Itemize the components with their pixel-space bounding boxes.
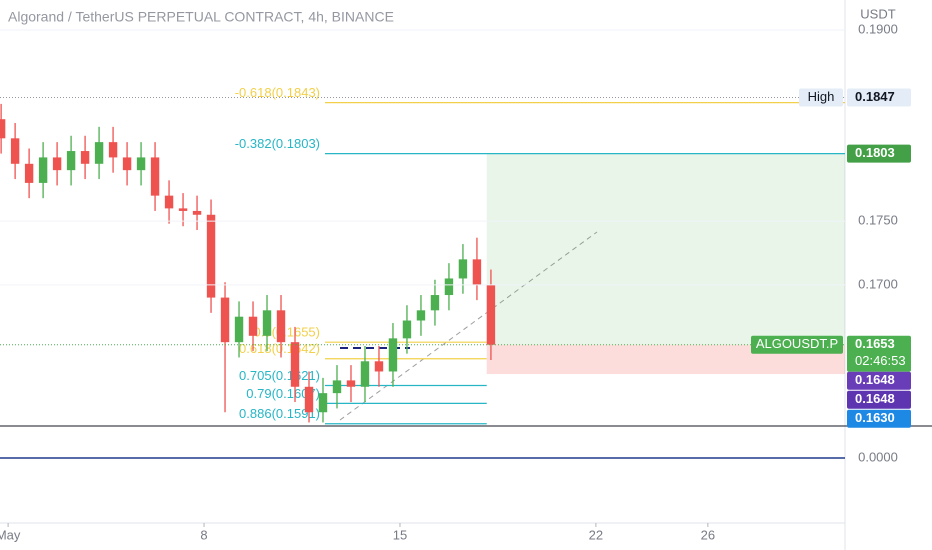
candle-body — [248, 316, 258, 336]
y-tick-label: 0.1900 — [858, 21, 898, 36]
tag-name-box — [799, 88, 843, 107]
candle-body — [234, 316, 244, 343]
fib-label: 0.886(0.1591) — [239, 406, 320, 421]
price-tag — [847, 335, 911, 372]
candle-body — [290, 342, 300, 387]
fib-label: 0.79(0.1607) — [246, 386, 320, 401]
tag-name: ALGOUSDT.P — [756, 336, 838, 351]
price-tag-label: 0.1648 — [855, 391, 895, 406]
oscillator-zero-label: 0.0000 — [858, 449, 898, 464]
candle-body — [220, 297, 230, 343]
candle-body — [458, 259, 468, 279]
candle-body — [38, 157, 48, 183]
candle-body — [430, 295, 440, 311]
candle-body — [276, 310, 286, 343]
candle-body — [0, 119, 6, 139]
countdown: 02:46:53 — [855, 353, 906, 368]
trend-line — [339, 231, 598, 421]
candle-body — [444, 278, 454, 296]
currency-label: USDT — [860, 6, 895, 21]
price-tag-label: 0.1653 — [855, 336, 895, 351]
x-tick-label: 15 — [393, 527, 407, 542]
price-tag — [847, 390, 911, 409]
candle-body — [150, 157, 160, 196]
candle-body — [52, 157, 62, 171]
price-tag-label: 0.1648 — [855, 372, 895, 387]
fib-label: -0.382(0.1803) — [235, 136, 320, 151]
candle-body — [24, 163, 34, 183]
position-tool — [486, 153, 845, 375]
candle-body — [388, 338, 398, 372]
candle-body — [318, 393, 328, 413]
candle-body — [472, 259, 482, 285]
price-tag — [847, 371, 911, 390]
candle-body — [206, 214, 216, 298]
price-tag — [847, 144, 911, 163]
y-tick-label: 0.1700 — [858, 276, 898, 291]
candle-body — [108, 142, 118, 158]
candle-body — [262, 310, 272, 336]
price-tags: 0.1847 High 0.1803 0.1653 02:46:53 ALGOUSDT.P… — [0, 88, 911, 428]
fib-label: 0.705(0.1621) — [239, 368, 320, 383]
fib-label: -0.618(0.1843) — [235, 85, 320, 100]
price-tag — [847, 409, 911, 428]
candle-body — [332, 380, 342, 394]
candle-body — [192, 210, 202, 215]
candle-body — [178, 208, 188, 211]
price-tag-label: 0.1630 — [855, 410, 895, 425]
price-tag-label: 0.1847 — [855, 89, 895, 104]
x-tick-label: 26 — [701, 527, 715, 542]
candle-body — [66, 151, 76, 171]
candle-body — [164, 195, 174, 209]
fib-label: 0.618(0.1642) — [239, 341, 320, 356]
candles — [0, 103, 496, 423]
candle-body — [304, 386, 314, 413]
price-tag-label: 0.1803 — [855, 145, 895, 160]
tag-name: High — [808, 89, 835, 104]
candle-body — [94, 142, 104, 164]
x-tick-label: 22 — [589, 527, 603, 542]
candle-body — [402, 320, 412, 339]
candle-body — [486, 284, 496, 345]
fib-levels: -0.618(0.1843)-0.382(0.1803)0.5(0.1655)0… — [235, 85, 845, 425]
candle-body — [360, 361, 370, 387]
profit-zone — [486, 153, 845, 345]
candle-body — [122, 157, 132, 171]
candle-body — [136, 157, 146, 171]
candle-body — [374, 361, 384, 372]
candle-body — [80, 151, 90, 164]
x-tick-label: May — [0, 527, 21, 542]
candle-body — [10, 138, 20, 164]
price-tag — [847, 88, 911, 107]
y-tick-label: 0.1750 — [858, 213, 898, 228]
tag-name-box — [751, 335, 843, 354]
candle-body — [416, 310, 426, 321]
candle-body — [346, 380, 356, 387]
x-tick-label: 8 — [200, 527, 207, 542]
chart-title: Algorand / TetherUS PERPETUAL CONTRACT, … — [8, 9, 394, 25]
